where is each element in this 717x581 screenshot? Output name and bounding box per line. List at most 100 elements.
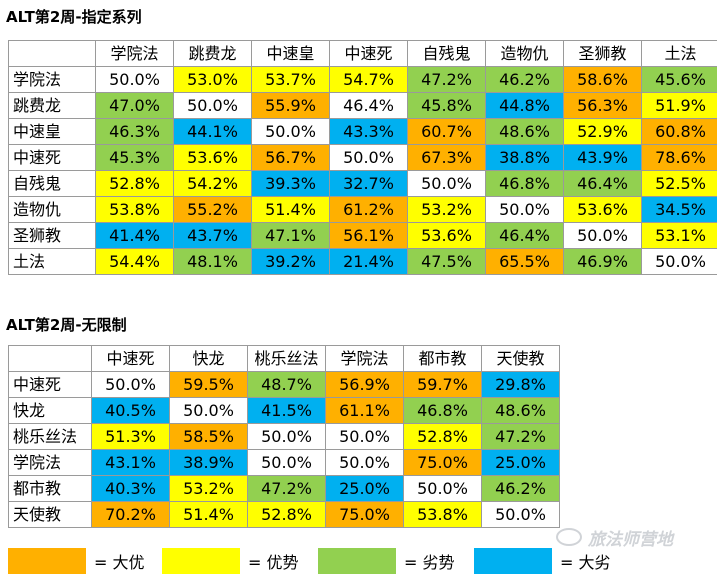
winrate-cell: 56.7% [251,144,330,171]
row-header: 快龙 [8,397,92,424]
winrate-cell: 46.8% [485,170,564,197]
legend-swatch [474,548,552,574]
watermark-text: 旅法师营地 [588,529,673,550]
legend-swatch [162,548,240,574]
winrate-cell: 61.1% [325,397,404,424]
winrate-cell: 53.6% [563,196,642,223]
winrate-cell: 46.4% [329,92,408,119]
winrate-cell: 50.0% [563,222,642,249]
winrate-cell: 51.9% [641,92,717,119]
winrate-cell: 60.7% [407,118,486,145]
winrate-cell: 45.3% [95,144,174,171]
legend-item-big-advantage: = 大优 [8,548,145,574]
column-header: 学院法 [95,40,174,67]
winrate-cell: 46.2% [481,475,560,502]
winrate-cell: 53.8% [95,196,174,223]
row-header: 中速死 [8,371,92,398]
winrate-cell: 46.3% [95,118,174,145]
winrate-cell: 34.5% [641,196,717,223]
winrate-cell: 52.8% [403,423,482,450]
winrate-cell: 78.6% [641,144,717,171]
winrate-cell: 75.0% [325,501,404,528]
winrate-cell: 43.1% [91,449,170,476]
table-row: 自残鬼 52.8% 54.2% 39.3% 32.7% 50.0% 46.8% 46.4% 52… [8,170,717,197]
column-header: 学院法 [325,345,404,372]
legend-label: = 优势 [248,553,299,572]
table-row: 中速死 45.3% 53.6% 56.7% 50.0% 67.3% 38.8% 43.9% 78… [8,144,717,171]
winrate-cell: 40.3% [91,475,170,502]
winrate-cell: 51.3% [91,423,170,450]
column-header: 都市教 [403,345,482,372]
winrate-cell: 55.2% [173,196,252,223]
winrate-cell: 45.8% [407,92,486,119]
winrate-cell: 60.8% [641,118,717,145]
row-header: 都市教 [8,475,92,502]
table-row: 学院法 43.1% 38.9% 50.0% 50.0% 75.0% 25.0% [8,449,560,476]
winrate-cell: 59.7% [403,371,482,398]
winrate-cell: 59.5% [169,371,248,398]
row-header: 学院法 [8,66,96,93]
matchup-table-unlimited: 中速死 快龙 桃乐丝法 学院法 都市教 天使教 中速死 50.0% 59.5% 48.7% 56.9… [8,345,560,528]
winrate-cell: 51.4% [251,196,330,223]
winrate-cell: 53.8% [403,501,482,528]
row-header: 学院法 [8,449,92,476]
table-row: 快龙 40.5% 50.0% 41.5% 61.1% 46.8% 48.6% [8,397,560,424]
column-header: 造物仇 [485,40,564,67]
header-row: 学院法 跳费龙 中速皇 中速死 自残鬼 造物仇 圣狮教 土法 [8,40,717,67]
corner-cell [8,345,92,372]
winrate-cell: 39.2% [251,248,330,275]
row-header: 土法 [8,248,96,275]
winrate-cell: 58.6% [563,66,642,93]
winrate-cell: 55.9% [251,92,330,119]
winrate-cell: 53.6% [173,144,252,171]
column-header: 圣狮教 [563,40,642,67]
winrate-cell: 58.5% [169,423,248,450]
winrate-cell: 53.7% [251,66,330,93]
winrate-cell: 50.0% [403,475,482,502]
winrate-cell: 25.0% [325,475,404,502]
winrate-cell: 48.6% [481,397,560,424]
row-header: 自残鬼 [8,170,96,197]
legend-item-disadvantage: = 劣势 [318,548,455,574]
winrate-cell: 50.0% [485,196,564,223]
legend-label: = 大劣 [560,553,611,572]
table2-title: ALT第2周-无限制 [6,316,127,334]
winrate-cell: 46.4% [485,222,564,249]
winrate-cell: 41.5% [247,397,326,424]
legend-label: = 大优 [94,553,145,572]
legend-label: = 劣势 [404,553,455,572]
winrate-cell: 67.3% [407,144,486,171]
winrate-cell: 53.1% [641,222,717,249]
winrate-cell: 46.2% [485,66,564,93]
row-header: 桃乐丝法 [8,423,92,450]
table-row: 中速皇 46.3% 44.1% 50.0% 43.3% 60.7% 48.6% 52.9% 60… [8,118,717,145]
row-header: 天使教 [8,501,92,528]
row-header: 中速死 [8,144,96,171]
table-row: 土法 54.4% 48.1% 39.2% 21.4% 47.5% 65.5% 46.9% 50.… [8,248,717,275]
column-header: 中速死 [91,345,170,372]
row-header: 圣狮教 [8,222,96,249]
winrate-cell: 50.0% [641,248,717,275]
winrate-cell: 50.0% [481,501,560,528]
winrate-cell: 50.0% [91,371,170,398]
winrate-cell: 56.1% [329,222,408,249]
winrate-cell: 47.2% [247,475,326,502]
legend-swatch [8,548,86,574]
table-row: 天使教 70.2% 51.4% 52.8% 75.0% 53.8% 50.0% [8,501,560,528]
winrate-cell: 52.8% [95,170,174,197]
column-header: 桃乐丝法 [247,345,326,372]
table1-title: ALT第2周-指定系列 [6,8,142,26]
winrate-cell: 47.2% [481,423,560,450]
table-row: 中速死 50.0% 59.5% 48.7% 56.9% 59.7% 29.8% [8,371,560,398]
winrate-cell: 38.8% [485,144,564,171]
winrate-cell: 43.7% [173,222,252,249]
winrate-cell: 38.9% [169,449,248,476]
winrate-cell: 47.0% [95,92,174,119]
winrate-cell: 50.0% [325,449,404,476]
winrate-cell: 41.4% [95,222,174,249]
winrate-cell: 48.7% [247,371,326,398]
matchup-table-designated: 学院法 跳费龙 中速皇 中速死 自残鬼 造物仇 圣狮教 土法 学院法 50.0% 53.0% 53.7… [8,40,717,275]
header-row: 中速死 快龙 桃乐丝法 学院法 都市教 天使教 [8,345,560,372]
winrate-cell: 50.0% [169,397,248,424]
winrate-cell: 44.8% [485,92,564,119]
